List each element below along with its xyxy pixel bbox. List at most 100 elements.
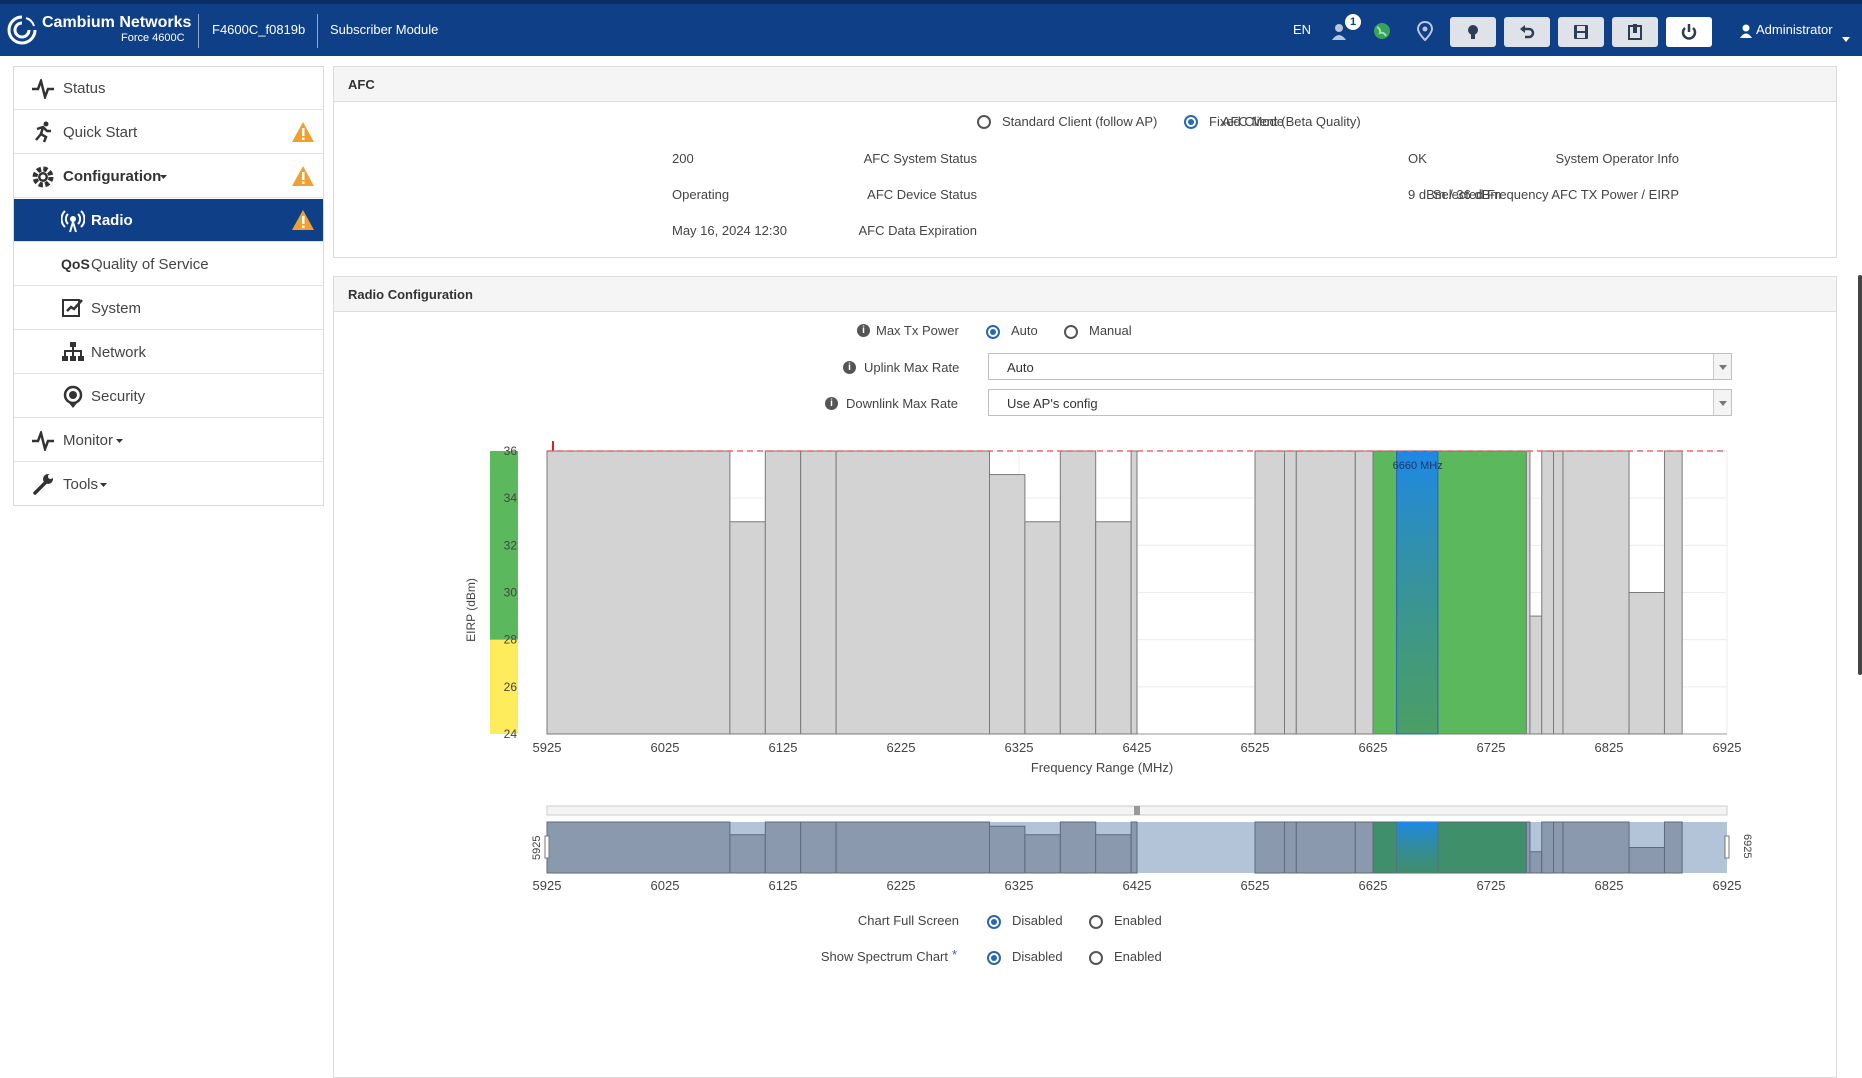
eirp-frequency-chart: 5925 6025 6125 6225 6325 6425 6525 6625 6725 6825… — [464, 441, 1753, 893]
sidebar-item-label: Network — [91, 344, 147, 361]
sidebar-item-quality-of-service[interactable]: QoS Quality of Service — [14, 243, 323, 286]
chevron-down-icon[interactable] — [1713, 390, 1731, 415]
language-selector[interactable]: EN — [1293, 22, 1312, 37]
show-spectrum-disabled-radio[interactable] — [987, 951, 1001, 965]
navigator-bar — [764, 821, 802, 874]
info-icon[interactable]: i — [843, 361, 856, 374]
afc-mode-fixed-label[interactable]: Fixed Client (Beta Quality) — [1209, 114, 1361, 129]
navigator-bar — [989, 825, 1026, 874]
uplink-max-rate-select[interactable]: Auto — [988, 353, 1732, 380]
afc-mode-standard-label[interactable]: Standard Client (follow AP) — [1002, 114, 1158, 129]
sidebar-item-configuration[interactable]: Configuration — [14, 155, 323, 198]
panel-title: AFC — [348, 77, 375, 92]
info-icon[interactable]: i — [825, 397, 838, 410]
x-tick-label: 6425 — [1123, 740, 1152, 755]
navigator-bar — [1525, 821, 1531, 874]
afc-mode-standard-radio[interactable] — [977, 115, 991, 129]
navigator-right-handle[interactable] — [1724, 835, 1730, 859]
device-name: F4600C_f0819b — [212, 22, 306, 37]
navigator-tick-label: 6025 — [651, 878, 680, 893]
pulse-icon — [32, 79, 54, 99]
floppy-icon — [1574, 25, 1588, 39]
x-tick-label: 6725 — [1477, 740, 1506, 755]
reboot-pending-button[interactable] — [1612, 17, 1658, 47]
chart-full-screen-disabled-radio[interactable] — [987, 915, 1001, 929]
navigator-tick-label: 6325 — [1005, 878, 1034, 893]
uplink-max-rate-label: Uplink Max Rate — [864, 360, 960, 375]
device-role: Subscriber Module — [330, 22, 439, 37]
bulb-icon — [1468, 25, 1478, 39]
location-pin-icon[interactable] — [1416, 20, 1434, 46]
sidebar-item-monitor[interactable]: Monitor — [14, 419, 323, 462]
user-alert-icon[interactable] — [1330, 20, 1352, 47]
navigator-bar — [1354, 821, 1374, 874]
required-asterisk: * — [952, 947, 958, 962]
chevron-down-icon[interactable] — [1713, 354, 1731, 379]
afc-mode-fixed-radio[interactable] — [1184, 115, 1198, 129]
info-icon[interactable]: i — [857, 324, 870, 337]
navigator-tick-label: 5925 — [533, 878, 562, 893]
sidebar-item-status[interactable]: Status — [14, 67, 323, 110]
navigator-left-handle[interactable] — [544, 835, 550, 859]
panel-header: AFC — [334, 67, 1836, 102]
chart-bar — [800, 450, 837, 735]
max-tx-manual-radio[interactable] — [1064, 325, 1078, 339]
chart-bar — [835, 450, 990, 735]
chart-bar — [1024, 521, 1061, 735]
sidebar-item-label: System — [91, 300, 142, 317]
chart-bar — [764, 450, 802, 735]
chart-bar — [1437, 450, 1527, 735]
user-icon — [1740, 24, 1752, 43]
chart-full-screen-enabled-label[interactable]: Enabled — [1114, 913, 1162, 928]
chart-full-screen-label: Chart Full Screen — [857, 913, 959, 928]
navigator-tick-label: 6225 — [887, 878, 916, 893]
user-menu[interactable]: Administrator — [1756, 22, 1833, 37]
device-model: Force 4600C — [121, 32, 185, 44]
globe-icon[interactable] — [1372, 21, 1392, 46]
navigator-scroll-handle[interactable] — [1134, 806, 1140, 815]
x-tick-label: 5925 — [533, 740, 562, 755]
navigator-tick-label: 6125 — [769, 878, 798, 893]
chart-bar — [1059, 450, 1097, 735]
power-button[interactable] — [1666, 17, 1712, 47]
navigator-bar — [1095, 834, 1132, 874]
sidebar-item-radio[interactable]: Radio — [14, 199, 323, 242]
chart-full-screen-disabled-label[interactable]: Disabled — [1012, 913, 1063, 928]
sidebar-item-security[interactable]: Security — [14, 375, 323, 418]
navigator-bar — [1541, 821, 1555, 874]
x-tick-label: 6225 — [887, 740, 916, 755]
show-spectrum-disabled-label[interactable]: Disabled — [1012, 949, 1063, 964]
locate-button[interactable] — [1450, 17, 1496, 47]
radio-icon — [61, 210, 85, 233]
chart-bar — [729, 521, 766, 735]
notification-badge: 1 — [1345, 14, 1361, 30]
eirp-color-scale — [490, 451, 518, 734]
navigator-range-start[interactable]: 5925 — [531, 836, 543, 860]
sidebar-item-tools[interactable]: Tools — [14, 463, 323, 506]
undo-button[interactable] — [1504, 17, 1550, 47]
sidebar-item-label: Configuration — [63, 168, 162, 185]
sidebar-item-label: Security — [91, 388, 146, 405]
save-button[interactable] — [1558, 17, 1604, 47]
page-scrollbar[interactable] — [1858, 275, 1862, 675]
x-tick-label: 6125 — [769, 740, 798, 755]
show-spectrum-enabled-label[interactable]: Enabled — [1114, 949, 1162, 964]
max-tx-manual-label[interactable]: Manual — [1089, 323, 1132, 338]
max-tx-auto-label[interactable]: Auto — [1011, 323, 1038, 338]
caret-down-icon — [116, 439, 123, 443]
sidebar-item-system[interactable]: System — [14, 287, 323, 330]
downlink-max-rate-select[interactable]: Use AP's config — [988, 389, 1732, 416]
chart-navigator — [544, 821, 1730, 874]
show-spectrum-enabled-radio[interactable] — [1089, 951, 1103, 965]
chart-full-screen-enabled-radio[interactable] — [1089, 915, 1103, 929]
chevron-down-icon[interactable] — [1842, 30, 1850, 48]
max-tx-auto-radio[interactable] — [986, 325, 1000, 339]
navigator-range-end[interactable]: 6925 — [1741, 834, 1753, 858]
navigator-tick-label: 6925 — [1713, 878, 1742, 893]
warning-icon — [292, 122, 314, 142]
eirp-scale-band — [490, 451, 518, 640]
sidebar-item-network[interactable]: Network — [14, 331, 323, 374]
system-icon — [62, 299, 83, 317]
chart-bar — [1628, 592, 1665, 735]
sidebar-item-quick-start[interactable]: Quick Start — [14, 111, 323, 154]
